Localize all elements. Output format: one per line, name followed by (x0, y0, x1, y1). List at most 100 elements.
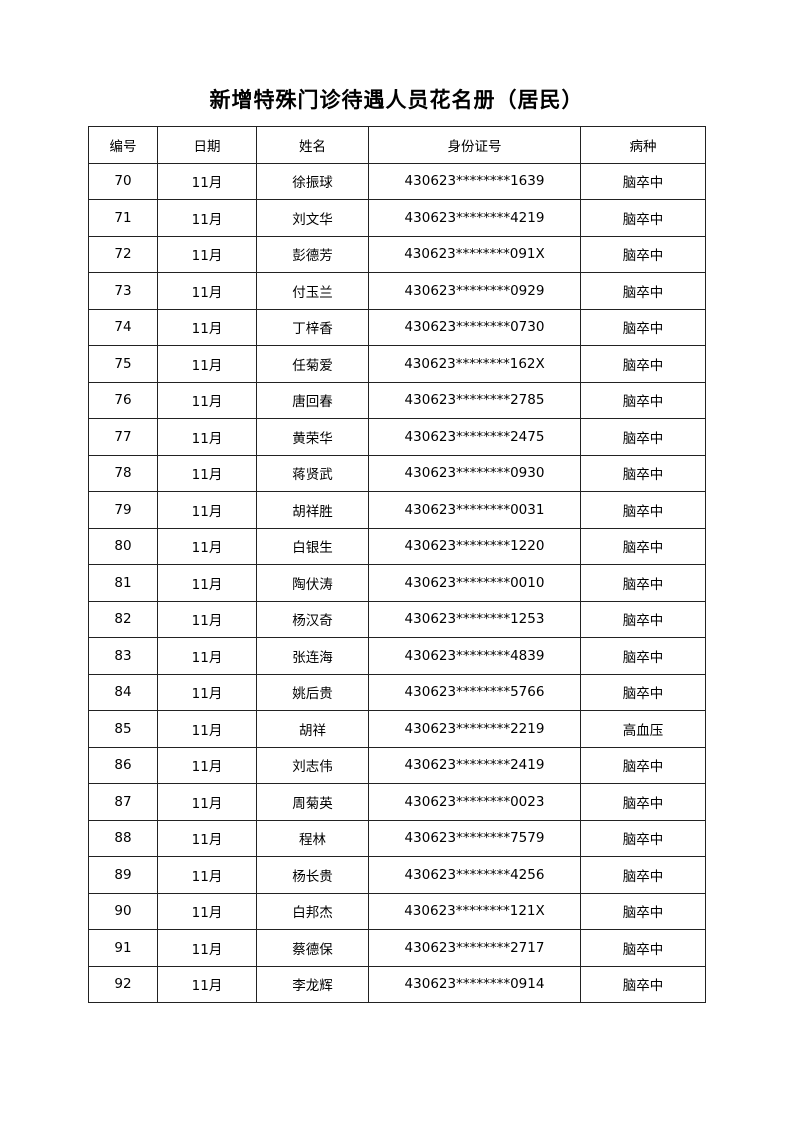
cell-name: 刘文华 (256, 199, 369, 237)
cell-date: 11月 (157, 856, 257, 894)
cell-date: 11月 (157, 783, 257, 821)
cell-id-number: 430623********162X (368, 345, 581, 383)
cell-date: 11月 (157, 746, 257, 784)
cell-name: 徐振球 (256, 162, 369, 200)
cell-disease: 脑卒中 (580, 308, 706, 346)
cell-name: 胡祥胜 (256, 491, 369, 529)
cell-number: 84 (88, 673, 158, 711)
cell-disease: 脑卒中 (580, 491, 706, 529)
cell-number: 75 (88, 345, 158, 383)
cell-disease: 脑卒中 (580, 929, 706, 967)
cell-number: 79 (88, 491, 158, 529)
table-row: 81 11月 陶伏涛 430623********0010 脑卒中 (88, 564, 706, 602)
cell-date: 11月 (157, 600, 257, 638)
cell-date: 11月 (157, 564, 257, 602)
cell-id-number: 430623********2219 (368, 710, 581, 748)
cell-id-number: 430623********0914 (368, 965, 581, 1003)
cell-number: 91 (88, 929, 158, 967)
cell-date: 11月 (157, 381, 257, 419)
cell-id-number: 430623********1253 (368, 600, 581, 638)
cell-name: 付玉兰 (256, 272, 369, 310)
cell-id-number: 430623********2475 (368, 418, 581, 456)
cell-date: 11月 (157, 892, 257, 930)
cell-number: 74 (88, 308, 158, 346)
cell-name: 黄荣华 (256, 418, 369, 456)
cell-id-number: 430623********2419 (368, 746, 581, 784)
cell-disease: 脑卒中 (580, 418, 706, 456)
cell-disease: 脑卒中 (580, 564, 706, 602)
cell-id-number: 430623********1639 (368, 162, 581, 200)
cell-date: 11月 (157, 308, 257, 346)
cell-date: 11月 (157, 527, 257, 565)
table-row: 91 11月 蔡德保 430623********2717 脑卒中 (88, 929, 706, 967)
cell-id-number: 430623********4256 (368, 856, 581, 894)
table-row: 88 11月 程林 430623********7579 脑卒中 (88, 819, 706, 857)
cell-id-number: 430623********1220 (368, 527, 581, 565)
cell-number: 73 (88, 272, 158, 310)
table-row: 92 11月 李龙辉 430623********0914 脑卒中 (88, 965, 706, 1003)
table-row: 79 11月 胡祥胜 430623********0031 脑卒中 (88, 491, 706, 529)
cell-id-number: 430623********0010 (368, 564, 581, 602)
cell-date: 11月 (157, 673, 257, 711)
cell-name: 丁梓香 (256, 308, 369, 346)
cell-id-number: 430623********7579 (368, 819, 581, 857)
cell-number: 90 (88, 892, 158, 930)
header-row: 编号 日期 姓名 身份证号 病种 (88, 126, 706, 164)
cell-disease: 脑卒中 (580, 600, 706, 638)
cell-name: 唐回春 (256, 381, 369, 419)
cell-id-number: 430623********0730 (368, 308, 581, 346)
cell-disease: 脑卒中 (580, 673, 706, 711)
table-row: 89 11月 杨长贵 430623********4256 脑卒中 (88, 856, 706, 894)
cell-id-number: 430623********0929 (368, 272, 581, 310)
cell-number: 81 (88, 564, 158, 602)
cell-date: 11月 (157, 272, 257, 310)
table-row: 77 11月 黄荣华 430623********2475 脑卒中 (88, 418, 706, 456)
cell-id-number: 430623********121X (368, 892, 581, 930)
cell-disease: 脑卒中 (580, 381, 706, 419)
cell-name: 刘志伟 (256, 746, 369, 784)
cell-date: 11月 (157, 345, 257, 383)
cell-number: 76 (88, 381, 158, 419)
cell-disease: 脑卒中 (580, 454, 706, 492)
cell-name: 白银生 (256, 527, 369, 565)
header-name: 姓名 (256, 126, 369, 164)
cell-number: 70 (88, 162, 158, 200)
cell-name: 周菊英 (256, 783, 369, 821)
cell-number: 72 (88, 235, 158, 273)
table-row: 70 11月 徐振球 430623********1639 脑卒中 (88, 162, 706, 200)
cell-id-number: 430623********2785 (368, 381, 581, 419)
table-row: 76 11月 唐回春 430623********2785 脑卒中 (88, 381, 706, 419)
table-row: 80 11月 白银生 430623********1220 脑卒中 (88, 527, 706, 565)
cell-id-number: 430623********0031 (368, 491, 581, 529)
table-row: 72 11月 彭德芳 430623********091X 脑卒中 (88, 235, 706, 273)
cell-disease: 脑卒中 (580, 746, 706, 784)
cell-disease: 脑卒中 (580, 856, 706, 894)
cell-id-number: 430623********4839 (368, 637, 581, 675)
table-row: 87 11月 周菊英 430623********0023 脑卒中 (88, 783, 706, 821)
cell-id-number: 430623********2717 (368, 929, 581, 967)
cell-number: 86 (88, 746, 158, 784)
cell-number: 71 (88, 199, 158, 237)
cell-id-number: 430623********4219 (368, 199, 581, 237)
table-row: 78 11月 蒋贤武 430623********0930 脑卒中 (88, 454, 706, 492)
cell-name: 任菊爱 (256, 345, 369, 383)
cell-name: 程林 (256, 819, 369, 857)
header-date: 日期 (157, 126, 257, 164)
header-disease: 病种 (580, 126, 706, 164)
table-row: 75 11月 任菊爱 430623********162X 脑卒中 (88, 345, 706, 383)
table-row: 84 11月 姚后贵 430623********5766 脑卒中 (88, 673, 706, 711)
cell-id-number: 430623********0930 (368, 454, 581, 492)
cell-id-number: 430623********0023 (368, 783, 581, 821)
cell-disease: 脑卒中 (580, 235, 706, 273)
cell-number: 88 (88, 819, 158, 857)
cell-disease: 脑卒中 (580, 783, 706, 821)
cell-name: 陶伏涛 (256, 564, 369, 602)
cell-date: 11月 (157, 637, 257, 675)
cell-date: 11月 (157, 454, 257, 492)
table-row: 82 11月 杨汉奇 430623********1253 脑卒中 (88, 600, 706, 638)
cell-disease: 脑卒中 (580, 637, 706, 675)
cell-date: 11月 (157, 929, 257, 967)
cell-disease: 脑卒中 (580, 965, 706, 1003)
cell-date: 11月 (157, 710, 257, 748)
cell-name: 彭德芳 (256, 235, 369, 273)
